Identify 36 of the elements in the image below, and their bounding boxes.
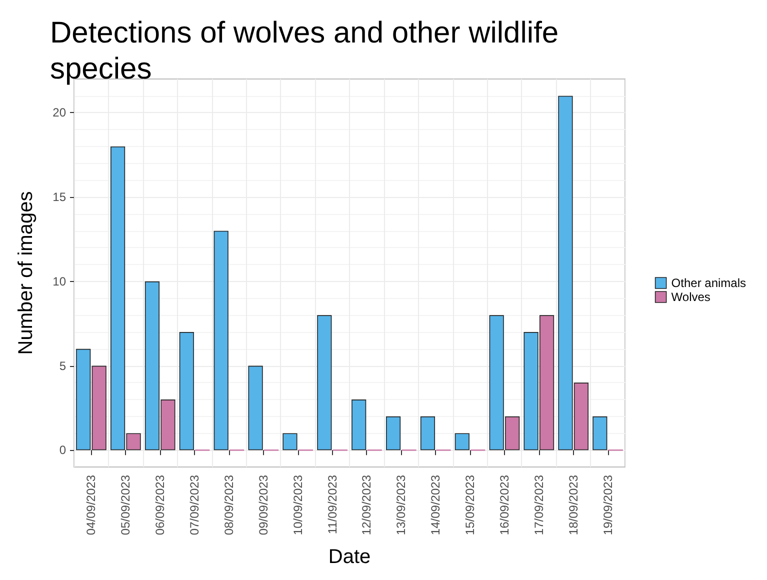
x-tick-label: 11/09/2023: [325, 474, 340, 534]
chart-title: Detections of wolves and other wildlife species: [50, 16, 567, 86]
x-tick-label: 07/09/2023: [188, 474, 202, 536]
x-tick-label: 06/09/2023: [153, 474, 168, 536]
y-tick-label: 20: [52, 106, 66, 120]
legend-label: Other animals: [671, 276, 746, 290]
bar: [454, 433, 470, 450]
x-tick-label: 04/09/2023: [84, 474, 98, 536]
bar: [592, 416, 608, 450]
x-tick-label: 08/09/2023: [222, 474, 236, 536]
legend-label: Wolves: [671, 290, 710, 304]
x-tick-label: 15/09/2023: [463, 474, 478, 536]
bar: [352, 400, 366, 450]
bar: [282, 433, 298, 450]
bar: [386, 416, 401, 450]
x-tick-label: 12/09/2023: [360, 474, 374, 536]
x-tick-label: 14/09/2023: [428, 474, 443, 536]
x-tick-label: 18/09/2023: [566, 474, 580, 536]
x-tick-label: 13/09/2023: [394, 474, 408, 536]
x-tick-label: 19/09/2023: [600, 474, 615, 536]
x-axis-title: Date: [328, 546, 371, 568]
bar: [317, 315, 332, 450]
x-tick-label: 10/09/2023: [290, 474, 305, 536]
y-tick-label: 0: [59, 443, 66, 458]
x-tick-label: 05/09/2023: [118, 474, 133, 536]
bar: [420, 416, 436, 450]
x-tick-label: 16/09/2023: [497, 474, 512, 536]
y-tick-label: 15: [52, 190, 66, 204]
bar: [179, 332, 194, 450]
y-axis-title: Number of images: [15, 191, 37, 355]
bar: [248, 366, 263, 450]
bar: [214, 230, 228, 450]
x-tick-label: 17/09/2023: [532, 474, 546, 536]
y-tick-label: 10: [52, 274, 66, 288]
x-tick-label: 09/09/2023: [256, 474, 270, 536]
y-tick-label: 5: [59, 358, 66, 373]
